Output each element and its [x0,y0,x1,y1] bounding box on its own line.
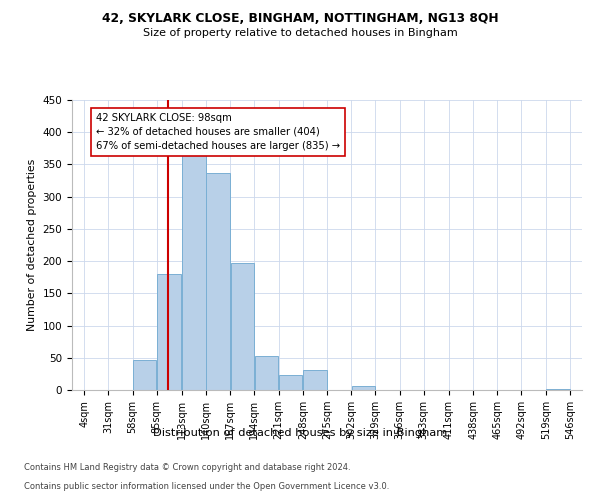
Bar [182,155,206,390]
Text: Distribution of detached houses by size in Bingham: Distribution of detached houses by size … [153,428,447,438]
Bar [303,370,326,390]
Text: 42 SKYLARK CLOSE: 98sqm
← 32% of detached houses are smaller (404)
67% of semi-d: 42 SKYLARK CLOSE: 98sqm ← 32% of detache… [96,113,340,151]
Y-axis label: Number of detached properties: Number of detached properties [27,159,37,331]
Bar [352,386,375,390]
Text: 42, SKYLARK CLOSE, BINGHAM, NOTTINGHAM, NG13 8QH: 42, SKYLARK CLOSE, BINGHAM, NOTTINGHAM, … [101,12,499,26]
Text: Size of property relative to detached houses in Bingham: Size of property relative to detached ho… [143,28,457,38]
Bar [279,374,302,390]
Bar [206,173,230,390]
Bar [157,274,181,390]
Bar [255,356,278,390]
Text: Contains public sector information licensed under the Open Government Licence v3: Contains public sector information licen… [24,482,389,491]
Text: Contains HM Land Registry data © Crown copyright and database right 2024.: Contains HM Land Registry data © Crown c… [24,464,350,472]
Bar [230,263,254,390]
Bar [546,388,569,390]
Bar [133,360,157,390]
